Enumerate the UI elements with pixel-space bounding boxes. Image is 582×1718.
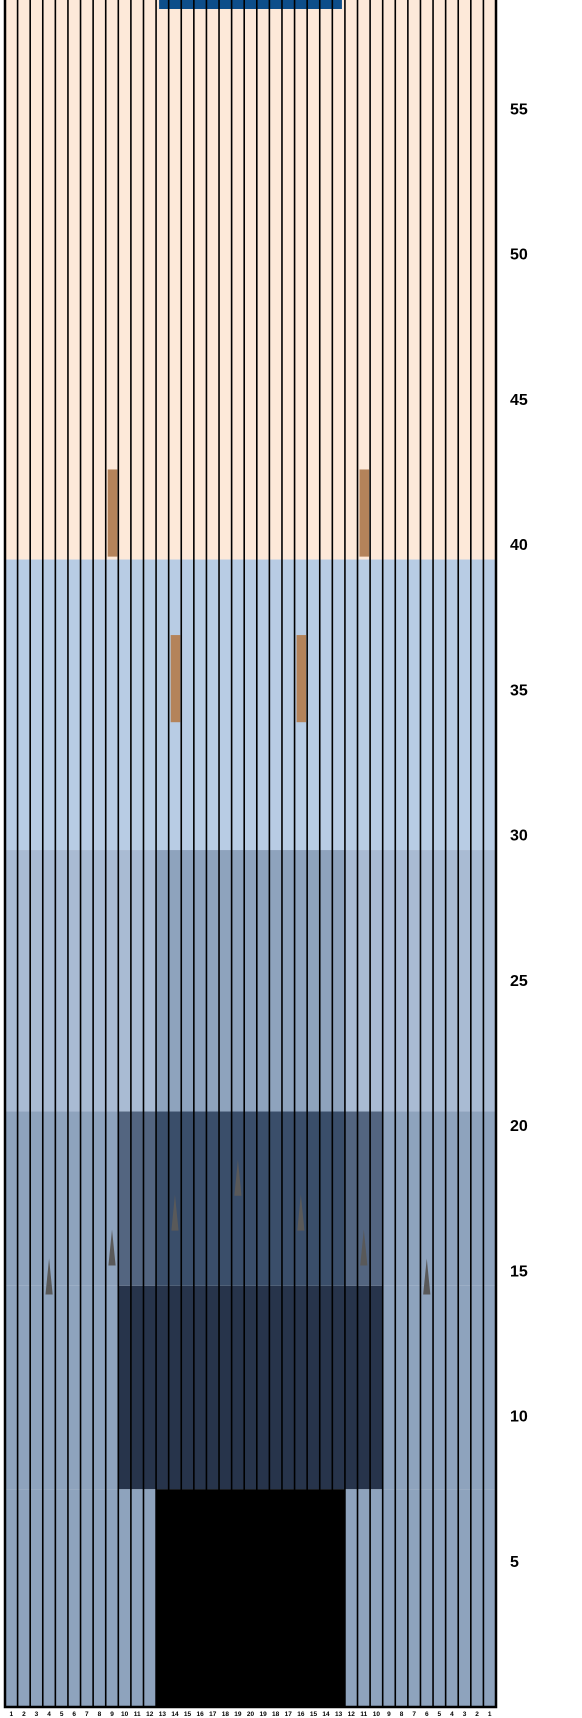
- board-number-label: 6: [72, 1711, 76, 1718]
- board-number-label: 20: [247, 1711, 255, 1718]
- oil-zone: [5, 1285, 119, 1490]
- foot-marker-label: 45: [510, 392, 528, 409]
- board-number-label: 1: [488, 1711, 492, 1718]
- lane-arrow: [108, 1229, 116, 1266]
- board-number-label: 12: [146, 1711, 154, 1718]
- board-number-label: 17: [285, 1711, 293, 1718]
- oil-pattern: [5, 559, 496, 1707]
- board-number-label: 18: [222, 1711, 230, 1718]
- board-number-label: 16: [297, 1711, 305, 1718]
- board-number-label: 11: [360, 1711, 367, 1718]
- oil-zone: [156, 1111, 345, 1286]
- oil-zone: [5, 1111, 119, 1286]
- foot-marker-label: 30: [510, 828, 528, 845]
- board-number-label: 15: [184, 1711, 192, 1718]
- board-number-label: 4: [450, 1711, 454, 1718]
- board-number-label: 18: [272, 1711, 280, 1718]
- lane-dot: [107, 469, 118, 557]
- foot-markers: 55 50 45 40 35 30 25 20 15 10 5: [510, 101, 528, 1571]
- board-number-label: 7: [412, 1711, 416, 1718]
- foot-marker-label: 5: [510, 1554, 519, 1571]
- board-number-label: 5: [60, 1711, 64, 1718]
- backend-zone: [5, 0, 496, 560]
- board-number-label: 9: [387, 1711, 391, 1718]
- board-number-label: 6: [425, 1711, 429, 1718]
- foot-marker-label: 15: [510, 1263, 528, 1280]
- board-number-label: 11: [134, 1711, 141, 1718]
- board-number-label: 8: [400, 1711, 404, 1718]
- board-number-label: 4: [47, 1711, 51, 1718]
- board-number-label: 19: [259, 1711, 267, 1718]
- lane-arrow: [423, 1258, 431, 1295]
- pin-deck: [159, 0, 342, 9]
- board-number-label: 9: [110, 1711, 114, 1718]
- lane-arrow: [45, 1258, 53, 1295]
- board-number-label: 14: [322, 1711, 330, 1718]
- lane-dot: [170, 635, 181, 723]
- board-number-label: 19: [234, 1711, 242, 1718]
- backend-area: [5, 0, 496, 560]
- lane-dot: [296, 635, 307, 723]
- foot-marker-label: 20: [510, 1118, 528, 1135]
- lane-arrow: [171, 1194, 179, 1231]
- board-number-label: 12: [348, 1711, 356, 1718]
- board-number-label: 13: [335, 1711, 343, 1718]
- oil-zone: [118, 1285, 383, 1490]
- oil-zone: [118, 1111, 157, 1286]
- foot-marker-label: 55: [510, 101, 528, 118]
- board-number-label: 10: [373, 1711, 381, 1718]
- board-number-label: 5: [438, 1711, 442, 1718]
- board-number-label: 8: [98, 1711, 102, 1718]
- foot-marker-label: 10: [510, 1409, 528, 1426]
- board-number-label: 15: [310, 1711, 318, 1718]
- board-number-label: 14: [171, 1711, 179, 1718]
- board-number-label: 2: [22, 1711, 26, 1718]
- oil-zone: [5, 559, 496, 851]
- lane-arrows: [45, 1159, 431, 1295]
- board-number-label: 3: [463, 1711, 467, 1718]
- pin-deck-bar: [159, 0, 342, 9]
- board-numbers: 1 2 3 4 5 6 7 8 9 10 11 12 13 14 15 16 17 18 19 20 19 18 17 16 1…: [9, 1711, 491, 1718]
- oil-zone: [382, 1111, 496, 1286]
- board-number-label: 1: [9, 1711, 13, 1718]
- board-number-label: 7: [85, 1711, 89, 1718]
- board-number-label: 10: [121, 1711, 129, 1718]
- oil-zone: [382, 1285, 496, 1490]
- board-number-label: 17: [209, 1711, 217, 1718]
- foot-marker-label: 40: [510, 537, 528, 554]
- foot-marker-label: 25: [510, 973, 528, 990]
- lane-border: [3, 0, 498, 1709]
- lane-arrow: [297, 1194, 305, 1231]
- foot-marker-label: 50: [510, 247, 528, 264]
- oil-zone: [156, 1489, 345, 1707]
- lane-arrow: [234, 1159, 242, 1196]
- oil-zone: [156, 850, 345, 1112]
- board-number-label: 2: [475, 1711, 479, 1718]
- board-number-label: 3: [35, 1711, 39, 1718]
- lane-arrow: [360, 1229, 368, 1266]
- board-lines: [16, 0, 485, 1707]
- board-number-label: 16: [197, 1711, 205, 1718]
- lane-dots: [107, 469, 370, 723]
- lane-dot: [359, 469, 370, 557]
- foot-marker-label: 35: [510, 682, 528, 699]
- board-number-label: 13: [159, 1711, 167, 1718]
